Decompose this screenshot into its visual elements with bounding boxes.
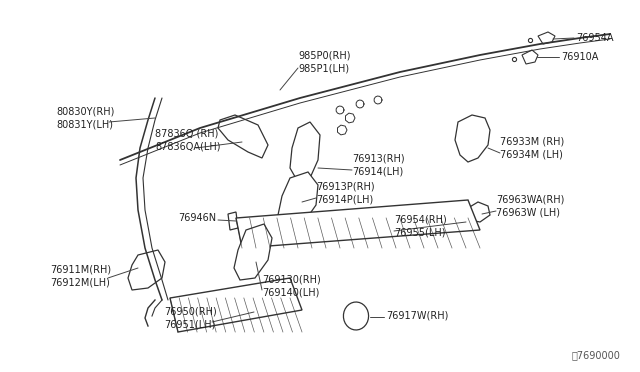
Polygon shape [346, 113, 355, 123]
Text: 76911M(RH)
76912M(LH): 76911M(RH) 76912M(LH) [50, 264, 111, 288]
Polygon shape [128, 250, 165, 290]
Polygon shape [344, 302, 369, 330]
Polygon shape [455, 115, 490, 162]
Text: ͧ7690000: ͧ7690000 [571, 350, 620, 360]
Polygon shape [234, 224, 272, 280]
Text: 87836Q (RH)
87836QA(LH): 87836Q (RH) 87836QA(LH) [155, 128, 221, 152]
Text: 76913P(RH)
76914P(LH): 76913P(RH) 76914P(LH) [316, 182, 374, 205]
Text: 80830Y(RH)
80831Y(LH): 80830Y(RH) 80831Y(LH) [56, 106, 115, 129]
Text: 985P0(RH)
985P1(LH): 985P0(RH) 985P1(LH) [298, 50, 351, 74]
Polygon shape [170, 278, 302, 332]
Text: 76963WA(RH)
76963W (LH): 76963WA(RH) 76963W (LH) [496, 195, 564, 218]
Text: 76954A: 76954A [576, 33, 614, 43]
Text: 76917W(RH): 76917W(RH) [386, 311, 449, 321]
Text: 76950(RH)
76951(LH): 76950(RH) 76951(LH) [164, 307, 217, 330]
Polygon shape [465, 202, 490, 222]
Polygon shape [228, 212, 238, 230]
Text: 76946N: 76946N [178, 213, 216, 223]
Polygon shape [290, 122, 320, 182]
Polygon shape [337, 125, 347, 135]
Polygon shape [522, 50, 538, 64]
Polygon shape [278, 172, 318, 228]
Polygon shape [538, 32, 555, 44]
Text: 76933M (RH)
76934M (LH): 76933M (RH) 76934M (LH) [500, 137, 564, 160]
Text: 76954(RH)
76955(LH): 76954(RH) 76955(LH) [394, 214, 447, 238]
Polygon shape [236, 200, 480, 248]
Text: 769130(RH)
769140(LH): 769130(RH) 769140(LH) [262, 275, 321, 298]
Polygon shape [218, 115, 268, 158]
Text: 76910A: 76910A [561, 52, 598, 62]
Text: 76913(RH)
76914(LH): 76913(RH) 76914(LH) [352, 153, 404, 177]
